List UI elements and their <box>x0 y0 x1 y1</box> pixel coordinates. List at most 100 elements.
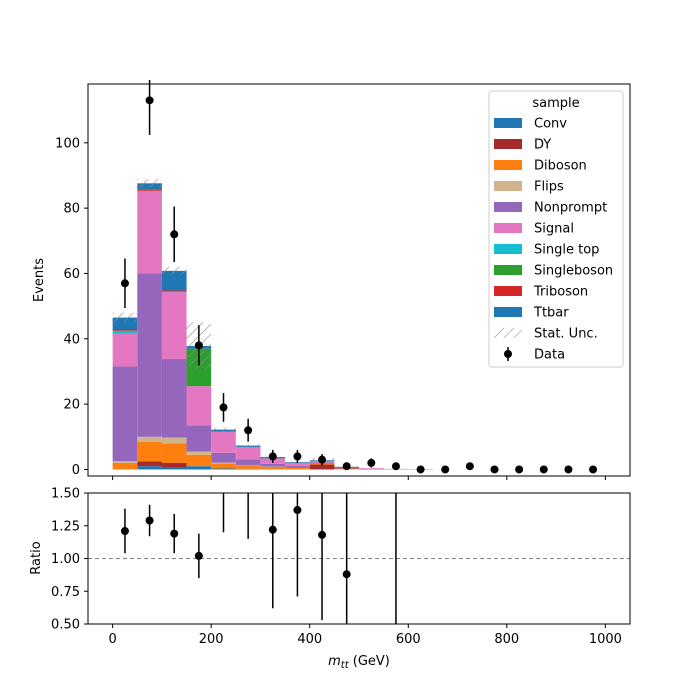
bar-signal <box>112 333 138 367</box>
y-tick-label: 1.50 <box>51 487 80 502</box>
bar-flips <box>161 437 187 444</box>
bar-nonprompt <box>285 465 310 468</box>
ratio-point <box>120 526 129 535</box>
legend-swatch-single-top <box>494 244 522 254</box>
legend-swatch-triboson <box>494 286 522 296</box>
bar-diboson <box>211 463 236 469</box>
legend-swatch-nonprompt <box>494 202 522 212</box>
legend-label: Stat. Unc. <box>534 327 598 342</box>
bar-signal <box>211 431 236 453</box>
legend-swatch-diboson <box>494 160 522 170</box>
main-y-ticks: 0 20 40 60 80 100 <box>55 136 88 478</box>
bar-triboson <box>161 290 187 292</box>
main-panel: 0 20 40 60 80 100 Events <box>32 80 631 480</box>
data-point <box>564 465 573 474</box>
ratio-panel: 0.50 0.75 1.00 1.25 1.50 0 200 400 600 800 1000 R… <box>29 487 631 671</box>
bar-diboson <box>161 443 187 463</box>
ratio-points <box>120 493 397 624</box>
legend-label: Ttbar <box>533 306 569 321</box>
legend-label: Signal <box>534 222 574 237</box>
data-point <box>293 452 302 461</box>
x-axis-title: mtt (GeV) <box>328 654 390 671</box>
data-point <box>194 341 203 350</box>
bar-triboson <box>112 329 138 331</box>
bar-conv <box>235 468 261 470</box>
ratio-x-ticks: 0 200 400 600 800 1000 <box>108 624 622 647</box>
data-point <box>465 462 474 471</box>
legend-label: Triboson <box>533 285 588 300</box>
legend-label: Singleboson <box>534 264 613 279</box>
y-tick-label: 0.75 <box>51 585 80 600</box>
bar-ttbar <box>112 317 138 329</box>
bar-conv <box>137 466 162 470</box>
bar-signal <box>186 386 212 426</box>
legend-title: sample <box>532 96 579 111</box>
data-point <box>268 452 277 461</box>
bar-diboson <box>186 454 212 467</box>
ratio-point <box>194 551 203 560</box>
data-points <box>120 80 598 474</box>
y-tick-label: 1.00 <box>51 552 80 567</box>
y-tick-label: 100 <box>55 136 80 151</box>
bar-diboson <box>112 462 138 470</box>
legend-label: DY <box>534 138 551 153</box>
ratio-point <box>318 530 327 539</box>
stat-unc-band <box>211 427 236 432</box>
y-tick-label: 40 <box>63 332 80 347</box>
legend: sample Conv DY Diboson Flips Nonprompt Signal… <box>488 90 624 368</box>
x-tick-label: 400 <box>297 632 322 647</box>
main-panel-frame <box>87 83 631 477</box>
bar-signal <box>285 463 310 466</box>
legend-items: Conv DY Diboson Flips Nonprompt Signal Single … <box>494 117 613 363</box>
legend-label: Conv <box>534 117 567 132</box>
legend-swatch-data <box>504 350 512 358</box>
data-point <box>145 96 154 105</box>
x-tick-label: 600 <box>396 632 421 647</box>
bar-dy <box>161 462 187 468</box>
bar-single-top <box>137 190 162 192</box>
data-point <box>539 465 548 474</box>
y-tick-label: 0.50 <box>51 618 80 633</box>
ratio-y-ticks: 0.50 0.75 1.00 1.25 1.50 <box>51 487 88 633</box>
y-tick-label: 60 <box>63 267 80 282</box>
stat-unc-band <box>161 266 187 275</box>
bar-triboson <box>137 189 162 191</box>
data-point <box>391 462 400 471</box>
data-point <box>589 465 598 474</box>
bar-flips <box>186 451 212 455</box>
bar-flips <box>112 461 138 463</box>
x-tick-label: 200 <box>199 632 224 647</box>
legend-swatch-conv <box>494 118 522 128</box>
y-tick-label: 20 <box>63 398 80 413</box>
stat-unc-band <box>137 179 162 188</box>
ratio-point <box>145 516 154 525</box>
bar-nonprompt <box>137 273 162 437</box>
x-tick-label: 0 <box>108 632 116 647</box>
legend-swatch-signal <box>494 223 522 233</box>
legend-label: Single top <box>534 243 599 258</box>
bar-nonprompt <box>359 468 384 470</box>
bar-conv <box>211 468 236 470</box>
ratio-point <box>170 529 179 538</box>
bar-nonprompt <box>161 359 187 438</box>
bar-dy <box>309 464 335 470</box>
bar-conv <box>161 467 187 470</box>
ratio-point <box>268 525 277 534</box>
y-tick-label: 80 <box>63 202 80 217</box>
legend-label: Nonprompt <box>534 201 607 216</box>
bar-diboson <box>285 467 310 470</box>
ratio-point <box>342 570 351 579</box>
bar-signal <box>235 446 261 460</box>
main-x-ticks <box>112 476 606 480</box>
data-point <box>416 465 425 474</box>
legend-swatch-dy <box>494 139 522 149</box>
bar-dy <box>137 461 162 467</box>
bar-signal <box>161 292 187 360</box>
bar-diboson <box>137 441 162 462</box>
ratio-y-axis-title: Ratio <box>29 541 44 574</box>
bar-flips <box>137 436 162 442</box>
bar-nonprompt <box>112 366 138 462</box>
data-point <box>441 465 450 474</box>
bar-diboson <box>260 466 286 470</box>
stat-unc-band <box>112 312 138 323</box>
